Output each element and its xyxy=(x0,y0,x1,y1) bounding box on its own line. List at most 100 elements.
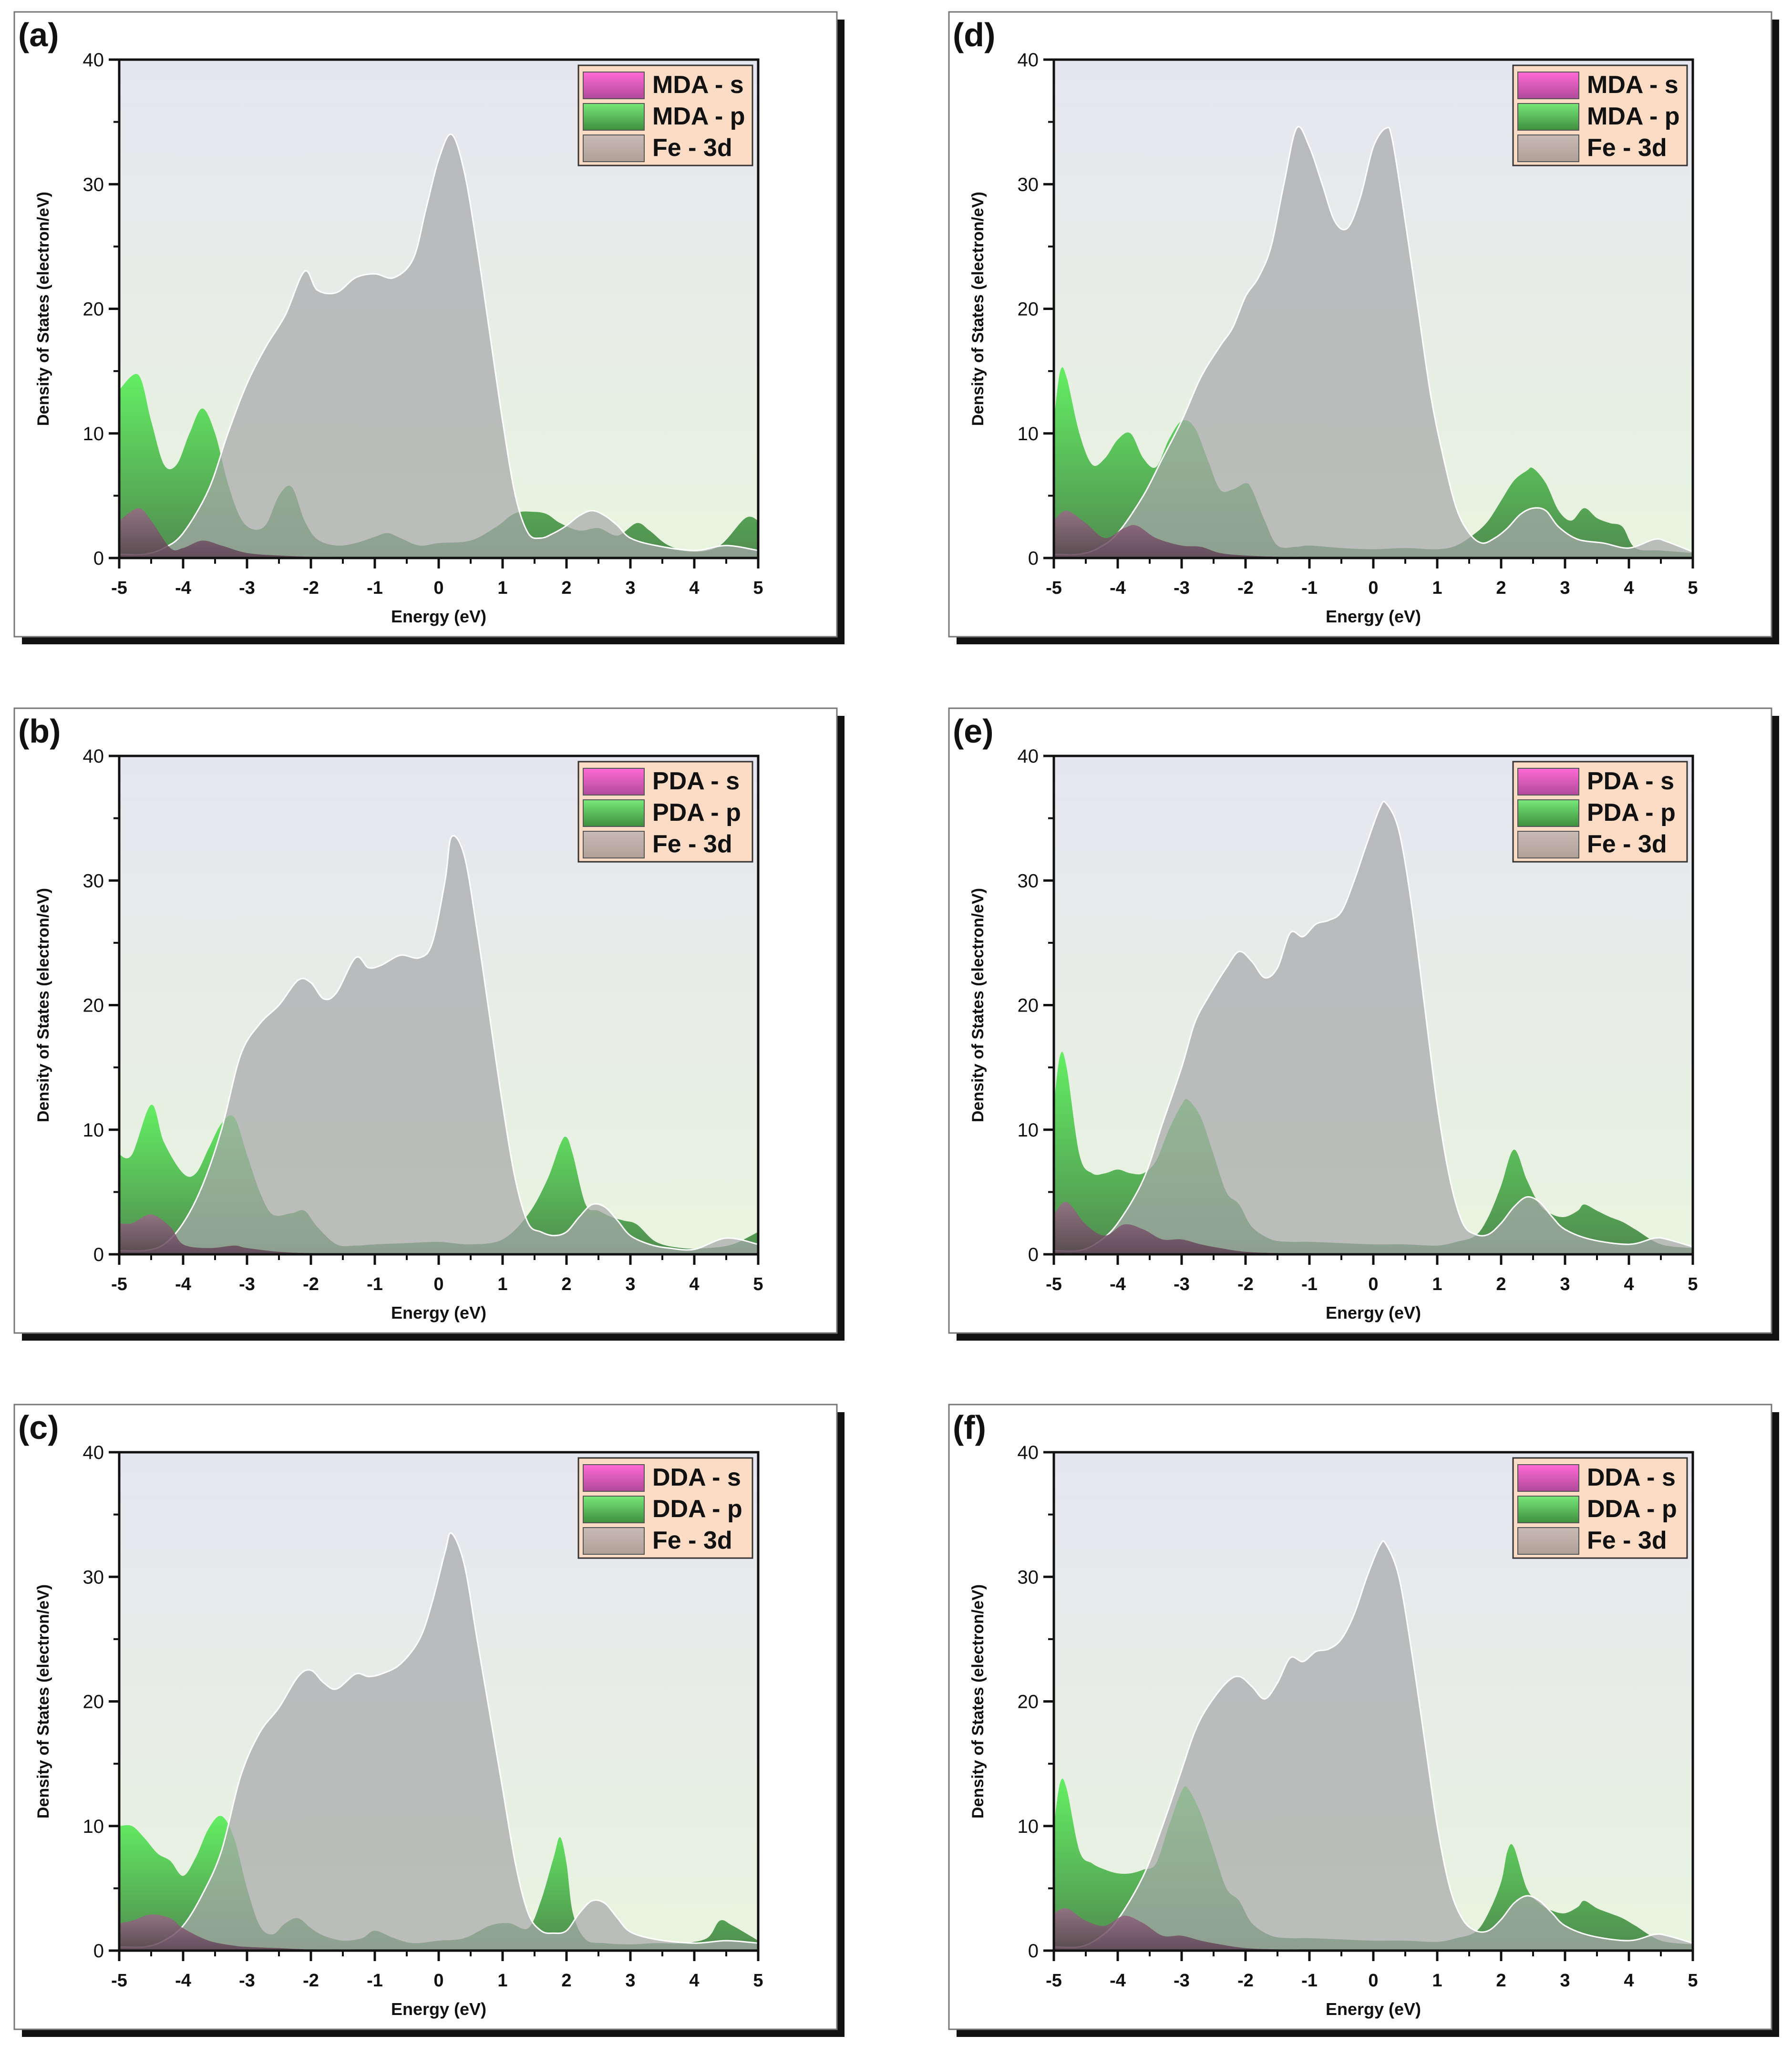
legend-entry: Fe - 3d xyxy=(1587,134,1667,162)
panel-a: (a) -5 -4 -3 -2 -1 0 1 2 3 4 5 0 10 20 30 40 Energy (eV) D… xyxy=(13,11,845,644)
y-tick-label: 0 xyxy=(1028,1244,1039,1265)
x-axis-label: Energy (eV) xyxy=(1326,1999,1421,2019)
x-tick-label: 5 xyxy=(1688,1971,1698,1991)
y-tick-label: 40 xyxy=(83,746,104,767)
legend-swatch xyxy=(583,134,645,162)
s-orbital-area xyxy=(119,1914,758,1951)
y-tick-label: 40 xyxy=(83,50,104,71)
plot-area xyxy=(119,835,758,1254)
legend: PDA - s PDA - p Fe - 3d xyxy=(1512,761,1688,863)
x-tick-label: 5 xyxy=(1688,1274,1698,1294)
y-tick-label: 20 xyxy=(1018,1692,1039,1713)
x-tick-label: 3 xyxy=(1560,1971,1570,1991)
fe-3d-line xyxy=(1054,126,1693,556)
x-tick-label: -3 xyxy=(1174,578,1190,598)
x-tick-label: 5 xyxy=(1688,578,1698,598)
x-tick-label: -5 xyxy=(1046,1274,1062,1294)
plot-area xyxy=(119,134,758,558)
legend-entry: Fe - 3d xyxy=(652,1527,732,1554)
x-tick-label: 1 xyxy=(1432,1274,1442,1294)
x-tick-label: 5 xyxy=(753,578,763,598)
x-tick-label: -2 xyxy=(303,578,319,598)
legend-swatch xyxy=(583,768,645,796)
x-tick-label: 3 xyxy=(625,1971,635,1991)
x-tick-label: -1 xyxy=(1301,1971,1318,1991)
panel-label: (f) xyxy=(953,1409,986,1446)
fe-3d-area xyxy=(1054,1541,1693,1951)
x-tick-label: -5 xyxy=(111,1274,127,1294)
legend-swatch xyxy=(1517,831,1579,858)
y-tick-label: 40 xyxy=(1018,1442,1039,1463)
y-tick-label: 20 xyxy=(83,1692,104,1713)
panel-label: (a) xyxy=(18,16,59,53)
x-tick-label: -2 xyxy=(303,1274,319,1294)
y-axis-label: Density of States (electron/eV) xyxy=(34,888,52,1122)
x-tick-label: 4 xyxy=(1624,578,1634,598)
s-orbital-area xyxy=(1054,1201,1693,1254)
y-tick-label: 10 xyxy=(83,1120,104,1141)
legend: MDA - s MDA - p Fe - 3d xyxy=(1512,64,1688,166)
panel-b: (b) -5 -4 -3 -2 -1 0 1 2 3 4 5 0 10 20 30 40 Energy (eV) D… xyxy=(13,707,845,1341)
legend-entry: DDA - s xyxy=(1587,1464,1676,1491)
legend-entry: PDA - p xyxy=(652,799,741,827)
y-tick-label: 30 xyxy=(1018,870,1039,891)
x-tick-label: 1 xyxy=(497,1274,507,1294)
y-tick-label: 40 xyxy=(1018,50,1039,71)
y-tick-label: 30 xyxy=(83,1567,104,1588)
x-tick-label: 4 xyxy=(689,578,699,598)
legend: MDA - s MDA - p Fe - 3d xyxy=(577,64,753,166)
legend-swatch xyxy=(1517,134,1579,162)
fe-3d-area xyxy=(119,1533,758,1951)
legend-entry: MDA - p xyxy=(652,103,745,130)
y-tick-label: 20 xyxy=(83,299,104,320)
y-axis-label: Density of States (electron/eV) xyxy=(969,1584,987,1819)
fe-3d-area xyxy=(119,836,758,1254)
x-axis-label: Energy (eV) xyxy=(391,607,486,626)
legend-swatch xyxy=(1517,799,1579,827)
x-tick-label: 4 xyxy=(1624,1971,1634,1991)
y-tick-label: 0 xyxy=(1028,1941,1039,1962)
fe-3d-line xyxy=(1054,1540,1693,1949)
legend-entry: PDA - p xyxy=(1587,799,1676,827)
x-tick-label: 1 xyxy=(1432,578,1442,598)
legend-entry: PDA - s xyxy=(652,767,740,795)
x-tick-label: 0 xyxy=(433,578,443,598)
legend: PDA - s PDA - p Fe - 3d xyxy=(577,761,753,863)
y-tick-label: 10 xyxy=(1018,1816,1039,1837)
x-tick-label: -5 xyxy=(1046,578,1062,598)
fe-3d-line xyxy=(119,1532,758,1948)
panel-label: (b) xyxy=(18,713,61,750)
s-orbital-area xyxy=(1054,510,1693,558)
legend-swatch xyxy=(583,799,645,827)
legend-entry: Fe - 3d xyxy=(652,134,732,162)
y-tick-label: 20 xyxy=(1018,995,1039,1016)
y-tick-label: 20 xyxy=(83,995,104,1016)
legend-swatch xyxy=(583,1464,645,1492)
fe-3d-line xyxy=(1054,800,1693,1252)
legend-entry: DDA - s xyxy=(652,1464,741,1491)
legend-swatch xyxy=(583,1496,645,1523)
panel-c: (c) -5 -4 -3 -2 -1 0 1 2 3 4 5 0 10 20 30 40 Energy (eV) D… xyxy=(13,1404,845,2037)
y-tick-label: 10 xyxy=(83,1816,104,1837)
x-tick-label: -2 xyxy=(1237,1274,1254,1294)
x-tick-label: -1 xyxy=(367,1274,383,1294)
fe-3d-line xyxy=(119,835,758,1252)
x-tick-label: -2 xyxy=(1237,578,1254,598)
plot-area xyxy=(119,1532,758,1951)
x-tick-label: 0 xyxy=(1368,578,1378,598)
legend-swatch xyxy=(1517,1464,1579,1492)
legend-entry: MDA - s xyxy=(652,71,744,99)
x-tick-label: 2 xyxy=(561,578,571,598)
y-tick-label: 0 xyxy=(93,1941,104,1962)
y-tick-label: 40 xyxy=(83,1442,104,1463)
x-tick-label: 2 xyxy=(1496,1274,1506,1294)
x-tick-label: 4 xyxy=(689,1971,699,1991)
plot-area xyxy=(1054,800,1693,1254)
fe-3d-area xyxy=(1054,126,1693,558)
panel-label: (c) xyxy=(18,1409,59,1446)
x-tick-label: 2 xyxy=(561,1971,571,1991)
y-tick-label: 30 xyxy=(83,870,104,891)
legend-swatch xyxy=(583,1527,645,1555)
x-tick-label: 0 xyxy=(433,1971,443,1991)
